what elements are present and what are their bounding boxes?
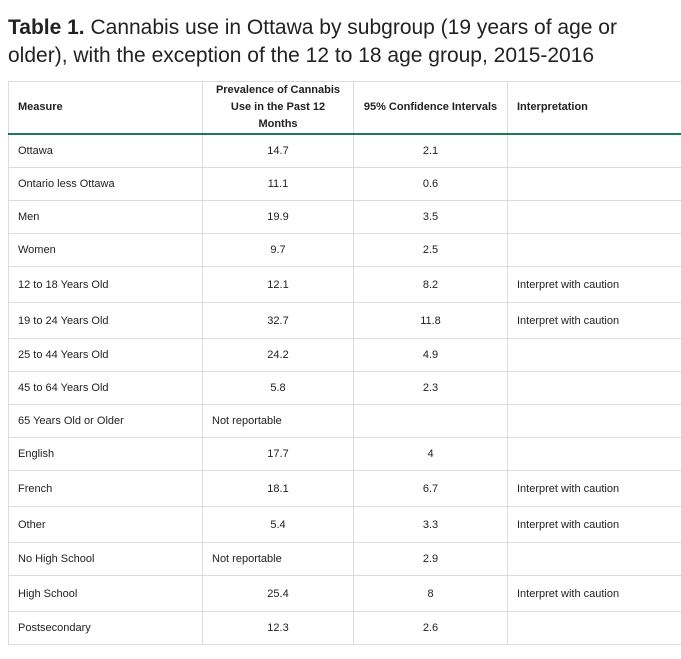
cell-prevalence: Not reportable bbox=[202, 542, 354, 576]
cell-measure: French bbox=[8, 470, 203, 507]
cell-confidence-interval: 2.9 bbox=[353, 542, 508, 576]
table-number: Table 1. bbox=[8, 16, 85, 39]
cell-measure: 25 to 44 Years Old bbox=[8, 338, 203, 372]
table-row: Other 5.4 3.3 Interpret with caution bbox=[8, 506, 681, 543]
table-body: Ottawa 14.7 2.1 Ontario less Ottawa 11.1 0.6 M… bbox=[8, 134, 681, 645]
cell-confidence-interval: 3.5 bbox=[353, 200, 508, 234]
cell-confidence-interval: 8 bbox=[353, 575, 508, 612]
cell-confidence-interval: 6.7 bbox=[353, 470, 508, 507]
cell-interpretation bbox=[507, 371, 681, 405]
cell-confidence-interval: 8.2 bbox=[353, 266, 508, 303]
cell-measure: 45 to 64 Years Old bbox=[8, 371, 203, 405]
table-row: Postsecondary 12.3 2.6 bbox=[8, 611, 681, 645]
table-row: Women 9.7 2.5 bbox=[8, 233, 681, 267]
cell-prevalence: 5.4 bbox=[202, 506, 354, 543]
cell-prevalence: 11.1 bbox=[202, 167, 354, 201]
cell-measure: Ottawa bbox=[8, 134, 203, 168]
cell-measure: 12 to 18 Years Old bbox=[8, 266, 203, 303]
cell-confidence-interval: 4 bbox=[353, 437, 508, 471]
cell-interpretation: Interpret with caution bbox=[507, 302, 681, 339]
table-row: 65 Years Old or Older Not reportable bbox=[8, 404, 681, 438]
cell-interpretation: Interpret with caution bbox=[507, 575, 681, 612]
cell-interpretation bbox=[507, 200, 681, 234]
cell-prevalence: 9.7 bbox=[202, 233, 354, 267]
cell-prevalence: 18.1 bbox=[202, 470, 354, 507]
cell-measure: English bbox=[8, 437, 203, 471]
cell-prevalence: 19.9 bbox=[202, 200, 354, 234]
cell-measure: Men bbox=[8, 200, 203, 234]
cell-confidence-interval: 0.6 bbox=[353, 167, 508, 201]
cell-confidence-interval bbox=[353, 404, 508, 438]
cell-measure: Other bbox=[8, 506, 203, 543]
cell-interpretation bbox=[507, 233, 681, 267]
cell-prevalence: Not reportable bbox=[202, 404, 354, 438]
header-interpretation: Interpretation bbox=[507, 81, 681, 135]
table-row: 45 to 64 Years Old 5.8 2.3 bbox=[8, 371, 681, 405]
cell-measure: Women bbox=[8, 233, 203, 267]
table-title: Table 1. Cannabis use in Ottawa by subgr… bbox=[8, 14, 673, 70]
table-row: Ottawa 14.7 2.1 bbox=[8, 134, 681, 168]
header-prevalence: Prevalence of Cannabis Use in the Past 1… bbox=[202, 81, 354, 135]
table-row: English 17.7 4 bbox=[8, 437, 681, 471]
table-row: No High School Not reportable 2.9 bbox=[8, 542, 681, 576]
cell-prevalence: 25.4 bbox=[202, 575, 354, 612]
cell-interpretation bbox=[507, 404, 681, 438]
table-row: 25 to 44 Years Old 24.2 4.9 bbox=[8, 338, 681, 372]
header-confidence-intervals: 95% Confidence Intervals bbox=[353, 81, 508, 135]
cell-prevalence: 32.7 bbox=[202, 302, 354, 339]
cell-interpretation: Interpret with caution bbox=[507, 470, 681, 507]
cell-interpretation: Interpret with caution bbox=[507, 266, 681, 303]
cell-measure: Postsecondary bbox=[8, 611, 203, 645]
table-row: Men 19.9 3.5 bbox=[8, 200, 681, 234]
cell-measure: No High School bbox=[8, 542, 203, 576]
cell-prevalence: 5.8 bbox=[202, 371, 354, 405]
table-row: 12 to 18 Years Old 12.1 8.2 Interpret with … bbox=[8, 266, 681, 303]
table-row: French 18.1 6.7 Interpret with caution bbox=[8, 470, 681, 507]
cell-interpretation bbox=[507, 134, 681, 168]
cell-interpretation: Interpret with caution bbox=[507, 506, 681, 543]
table-caption: Cannabis use in Ottawa by subgroup (19 y… bbox=[8, 16, 617, 67]
table-row: Ontario less Ottawa 11.1 0.6 bbox=[8, 167, 681, 201]
cell-measure: 65 Years Old or Older bbox=[8, 404, 203, 438]
cell-measure: High School bbox=[8, 575, 203, 612]
cell-interpretation bbox=[507, 338, 681, 372]
cell-confidence-interval: 4.9 bbox=[353, 338, 508, 372]
cell-measure: 19 to 24 Years Old bbox=[8, 302, 203, 339]
cell-prevalence: 17.7 bbox=[202, 437, 354, 471]
cell-confidence-interval: 3.3 bbox=[353, 506, 508, 543]
cell-confidence-interval: 2.1 bbox=[353, 134, 508, 168]
header-measure: Measure bbox=[8, 81, 203, 135]
data-table-container: Measure Prevalence of Cannabis Use in th… bbox=[8, 81, 681, 645]
cell-interpretation bbox=[507, 611, 681, 645]
cell-prevalence: 14.7 bbox=[202, 134, 354, 168]
cell-prevalence: 12.1 bbox=[202, 266, 354, 303]
cell-measure: Ontario less Ottawa bbox=[8, 167, 203, 201]
cell-prevalence: 24.2 bbox=[202, 338, 354, 372]
cell-confidence-interval: 11.8 bbox=[353, 302, 508, 339]
table-row: High School 25.4 8 Interpret with caution bbox=[8, 575, 681, 612]
cell-interpretation bbox=[507, 542, 681, 576]
cell-confidence-interval: 2.3 bbox=[353, 371, 508, 405]
cell-interpretation bbox=[507, 437, 681, 471]
cell-confidence-interval: 2.5 bbox=[353, 233, 508, 267]
cannabis-use-table: Measure Prevalence of Cannabis Use in th… bbox=[8, 81, 681, 645]
table-row: 19 to 24 Years Old 32.7 11.8 Interpret with… bbox=[8, 302, 681, 339]
header-row: Measure Prevalence of Cannabis Use in th… bbox=[8, 81, 681, 135]
cell-confidence-interval: 2.6 bbox=[353, 611, 508, 645]
cell-prevalence: 12.3 bbox=[202, 611, 354, 645]
cell-interpretation bbox=[507, 167, 681, 201]
